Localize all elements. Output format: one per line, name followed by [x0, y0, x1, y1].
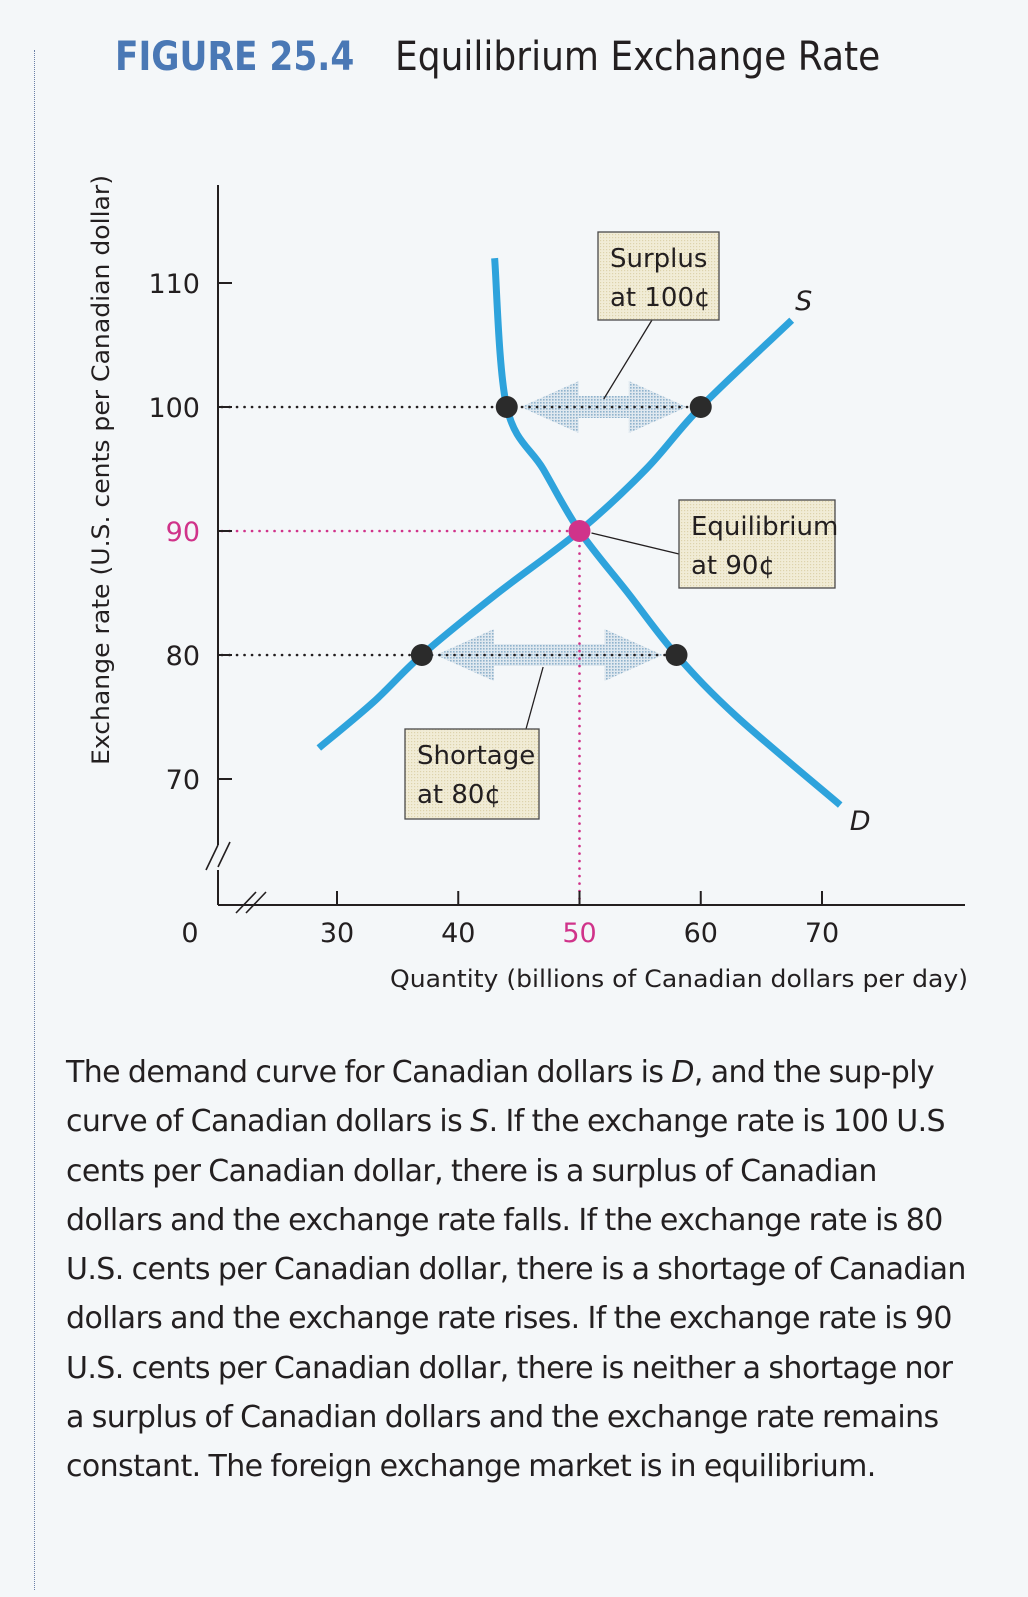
figure-title: Equilibrium Exchange Rate [395, 34, 881, 80]
figure-header: FIGURE 25.4 Equilibrium Exchange Rate [115, 34, 934, 94]
x-tick-label: 70 [805, 918, 839, 949]
x-tick-label: 40 [441, 918, 475, 949]
caption-text-2: , and the sup-ply curve of Canadian doll… [66, 1055, 935, 1140]
point-equilibrium [568, 520, 591, 542]
page-edge-border [34, 50, 35, 1590]
callout-box [404, 728, 540, 820]
x-axis-break-mark [235, 891, 257, 914]
x-tick-label: 60 [684, 918, 718, 949]
callout-leader-line [591, 532, 680, 555]
x-axis-title: Quantity (billions of Canadian dollars p… [390, 965, 968, 993]
caption-demand-symbol: D [671, 1055, 694, 1090]
callout-leader-line [525, 666, 544, 730]
y-tick-label: 80 [166, 641, 200, 672]
origin-label: 0 [181, 918, 198, 949]
y-tick-label: 100 [148, 393, 200, 424]
supply-curve-label: S [795, 286, 812, 317]
y-axis-break-mark [205, 844, 219, 871]
demand-curve-label: D [850, 806, 871, 837]
points [410, 396, 712, 666]
callout-text: at 80¢ [417, 780, 501, 810]
point-demand-at-80 [665, 644, 688, 666]
exchange-rate-chart: Surplus at 100¢ Equilibrium at 90¢ Shortage a… [87, 175, 968, 993]
point-supply-at-100 [689, 396, 712, 418]
y-tick-label: 90 [166, 517, 200, 548]
point-demand-at-100 [495, 396, 518, 418]
figure-number: FIGURE 25.4 [115, 34, 355, 80]
axis-labels: 70 80 90 100 110 30 40 50 60 70 0 Quantity (billion… [87, 175, 968, 993]
callout-text: Surplus [610, 244, 707, 274]
callout-text: Equilibrium [691, 512, 838, 542]
caption-text-3: . If the exchange rate is 100 U.S cents … [66, 1104, 966, 1485]
callout-text: at 90¢ [691, 551, 775, 581]
callout-box [597, 231, 720, 321]
callout-text: Shortage [417, 741, 535, 771]
x-tick-label: 50 [562, 918, 596, 949]
shortage-callout: Shortage at 80¢ [404, 666, 544, 820]
point-supply-at-80 [410, 644, 433, 666]
gap-arrows [435, 381, 687, 681]
equilibrium-callout: Equilibrium at 90¢ [591, 499, 838, 589]
caption-text-1: The demand curve for Canadian dollars is [66, 1055, 672, 1090]
x-axis-break-mark [245, 891, 267, 914]
y-axis-title: Exchange rate (U.S. cents per Canadian d… [87, 175, 115, 765]
callout-leader-line [603, 319, 653, 400]
reference-lines [220, 405, 703, 907]
callout-box [678, 499, 836, 589]
y-tick-label: 110 [148, 269, 200, 300]
caption-supply-symbol: S [470, 1104, 489, 1140]
callout-text: at 100¢ [610, 283, 711, 313]
y-tick-label: 70 [166, 765, 200, 796]
shortage-arrow [435, 629, 663, 681]
callouts: Surplus at 100¢ Equilibrium at 90¢ Shortage a… [404, 231, 838, 820]
figure-caption: The demand curve for Canadian dollars is… [66, 1048, 976, 1492]
y-axis-break-mark [217, 841, 231, 868]
surplus-callout: Surplus at 100¢ [597, 231, 720, 400]
x-tick-label: 30 [320, 918, 354, 949]
axes [205, 185, 965, 914]
